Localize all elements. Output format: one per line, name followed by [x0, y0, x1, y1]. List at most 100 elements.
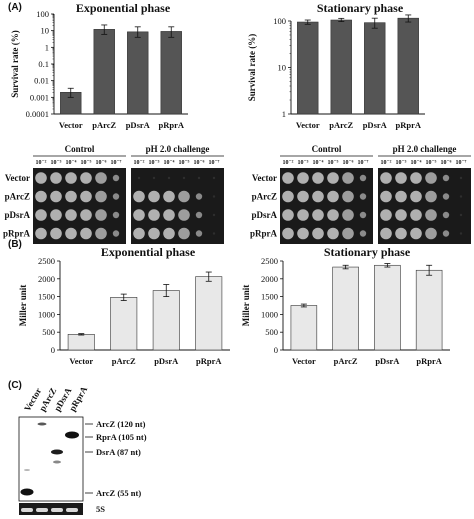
colony-spot — [359, 211, 367, 219]
colony-spot — [327, 190, 339, 203]
colony-spot — [442, 211, 450, 219]
colony-spot — [80, 227, 92, 240]
colony-spot — [312, 172, 324, 184]
colony-spot — [212, 213, 216, 217]
x-category-label: Vector — [59, 120, 83, 130]
colony-spot — [359, 230, 367, 237]
y-axis-label: Survival rate (%) — [10, 30, 20, 98]
colony-spot — [212, 232, 216, 235]
colony-spot — [380, 209, 392, 221]
bar — [364, 22, 386, 115]
dilution-label: 10⁻² — [381, 160, 392, 166]
spot-assay-stationary: Control 10⁻² 10⁻³ 10⁻⁴ 10⁻⁵ 10⁻⁶ 10⁻⁷ Vector pAr… — [250, 144, 471, 244]
colony-spot — [359, 174, 367, 182]
colony-spot — [148, 227, 160, 240]
colony-spot — [410, 227, 422, 240]
colony-spot — [359, 193, 367, 200]
chart-title: Stationary phase — [317, 1, 404, 15]
rna-band — [24, 469, 30, 471]
lane-label: pRprA — [67, 384, 89, 413]
colony-spot — [380, 172, 392, 184]
dilution-label: 10⁻⁶ — [343, 160, 354, 166]
colony-spot — [95, 190, 107, 203]
colony-spot — [380, 190, 392, 203]
spot-assay-exponential: Control 10⁻² 10⁻³ 10⁻⁴ 10⁻⁵ 10⁻⁶ 10⁻⁷ Vector pAr… — [3, 144, 224, 244]
y-tick-label: 0.001 — [30, 92, 49, 102]
y-tick-label: 0.01 — [34, 76, 49, 86]
colony-spot — [65, 190, 77, 203]
colony-spot — [425, 227, 437, 240]
colony-spot — [459, 195, 463, 198]
dilution-label: 10⁻³ — [149, 160, 160, 166]
dilution-label: 10⁻⁵ — [328, 160, 339, 166]
rrna-5s-band — [51, 508, 63, 512]
bar — [415, 269, 443, 351]
chart-exponential-survival: Exponential phase 0.0001 0.001 0.01 0.1 1 10 10… — [10, 1, 188, 130]
colony-spot — [148, 190, 160, 203]
colony-spot — [195, 211, 203, 219]
colony-spot — [442, 174, 450, 182]
colony-spot — [380, 227, 392, 240]
colony-spot — [282, 190, 294, 203]
colony-spot — [395, 209, 407, 221]
colony-spot — [178, 190, 190, 203]
colony-spot — [312, 227, 324, 240]
colony-spot — [327, 209, 339, 221]
colony-spot — [35, 190, 47, 203]
strain-label: Vector — [252, 173, 277, 183]
x-category-label: pRprA — [196, 356, 222, 366]
colony-spot — [282, 227, 294, 240]
colony-spot — [312, 209, 324, 221]
colony-spot — [410, 209, 422, 221]
colony-spot — [297, 227, 309, 240]
chart-title: Stationary phase — [324, 245, 411, 259]
strain-label: pDsrA — [4, 210, 30, 220]
colony-spot — [133, 209, 145, 221]
rna-band — [65, 431, 79, 439]
colony-spot — [425, 209, 437, 221]
bar — [93, 29, 115, 115]
y-axis-label: Miller unit — [241, 285, 251, 327]
rna-band — [51, 449, 63, 455]
colony-spot — [178, 227, 190, 240]
rna-band — [53, 460, 61, 464]
colony-spot — [442, 193, 450, 200]
colony-spot — [327, 227, 339, 240]
colony-spot — [212, 195, 216, 198]
y-axis-label: Survival rate (%) — [247, 34, 257, 102]
y-tick-label: 0 — [51, 345, 55, 355]
dilution-label: 10⁻⁵ — [179, 160, 190, 166]
dilution-label: 10⁻⁶ — [441, 160, 452, 166]
colony-spot — [163, 209, 175, 221]
plate — [280, 168, 373, 244]
bar — [110, 297, 138, 351]
plate-header: pH 2.0 challenge — [393, 144, 457, 154]
colony-spot — [459, 176, 463, 180]
rna-band — [20, 488, 34, 496]
bar — [397, 17, 419, 115]
y-tick-label: 1 — [282, 109, 286, 119]
loading-control-strip — [19, 503, 83, 515]
dilution-label: 10⁻⁴ — [313, 160, 324, 166]
colony-spot — [65, 227, 77, 240]
colony-spot — [163, 227, 175, 240]
blot-frame — [18, 416, 84, 502]
x-category-label: pDsrA — [126, 120, 151, 130]
dilution-label: 10⁻⁶ — [96, 160, 107, 166]
plate-header: Control — [65, 144, 95, 154]
y-tick-label: 500 — [265, 327, 278, 337]
dilution-label: 10⁻³ — [51, 160, 62, 166]
y-tick-label: 10 — [41, 26, 50, 36]
strain-label: pRprA — [3, 229, 31, 239]
bar — [160, 31, 182, 115]
colony-spot — [112, 193, 120, 200]
x-category-label: pRprA — [395, 120, 421, 130]
y-tick-label: 2000 — [38, 274, 55, 284]
colony-spot — [35, 227, 47, 240]
bar — [127, 31, 149, 115]
colony-spot — [197, 176, 201, 180]
chart-exponential-miller: Exponential phase 0 500 1000 1500 2000 2500 Mil… — [18, 245, 230, 366]
colony-spot — [282, 209, 294, 221]
